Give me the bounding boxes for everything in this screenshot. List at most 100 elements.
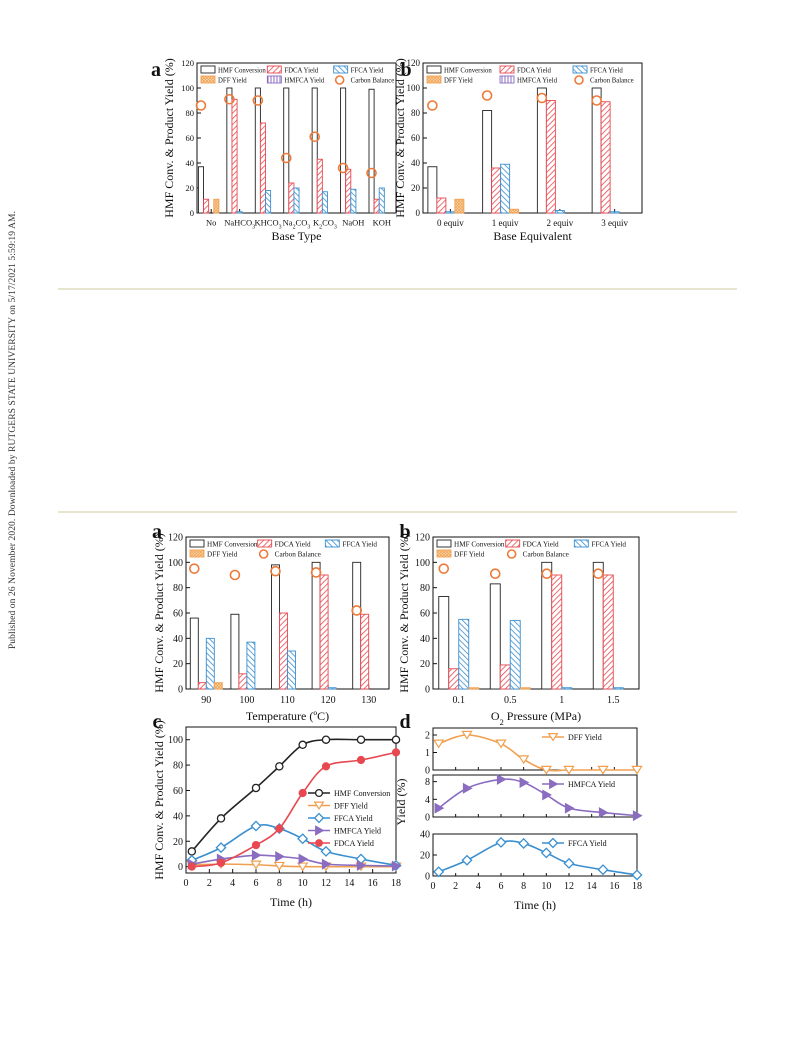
bar-hmf-conversion-koh (368, 88, 375, 214)
y-tick-label: 60 (173, 609, 183, 620)
point-dff-yield-5 (563, 765, 575, 775)
y-tick-label: 40 (420, 634, 430, 645)
bar-ffca-yield-3-equiv (609, 211, 620, 214)
y-axis-label: HMF Conv. & Product Yield (%) (162, 58, 176, 217)
x-axis-label: Time (h) (514, 898, 556, 912)
y-tick-label: 80 (173, 761, 183, 772)
chart-bot-b: 0 20 40 60 80 100 120 b 0.1 0.5 1 1.5 HMF Conversion… (397, 521, 640, 727)
y-tick-label: 60 (420, 609, 430, 620)
point-hmfca-yield-7 (632, 810, 643, 822)
y-tick-label: 40 (186, 158, 195, 168)
point-fdca-yield-1 (216, 858, 226, 867)
carbon-balance-point-k2co3 (309, 131, 320, 143)
carbon-balance-point-1 (541, 568, 553, 580)
point-ffca-yield-2 (250, 820, 262, 832)
x-axis-label: Time (h) (270, 895, 312, 909)
legend-fdca-yield-swatch (499, 65, 515, 74)
carbon-balance-point-90 (189, 563, 200, 574)
y-tick-label: 60 (173, 786, 183, 797)
legend-hmf-conversion-swatch (426, 65, 442, 74)
y-axis-label: Yield (%) (394, 779, 408, 826)
bar-ffca-yield-110 (287, 650, 296, 690)
y-tick-label: 120 (415, 533, 430, 544)
y-tick-label: 80 (173, 583, 183, 594)
legend-fdca-yield-label: FDCA Yield (284, 68, 319, 75)
legend-fdca-yield-label: FDCA Yield (523, 541, 559, 549)
x-axis-label: Base Equivalent (493, 229, 572, 243)
legend-dff-yield-swatch (436, 549, 452, 558)
point-hmfca-yield-0 (434, 802, 445, 814)
legend-fdca-yield-swatch (266, 65, 282, 74)
bar-ffca-yield-koh (378, 187, 385, 214)
bar-ffca-yield-90 (205, 637, 215, 690)
legend-carbon-balance-label: Carbon Balance (351, 78, 395, 85)
panel-label-top-a: a (151, 59, 161, 81)
point-hmfca-yield-3 (275, 851, 285, 862)
x-tick-label: 4 (230, 878, 235, 889)
point-dff-yield-3 (517, 755, 530, 765)
legend-ffca-yield-label: FFCA Yield (591, 541, 626, 549)
x-axis-label: O2 Pressure (MPa) (491, 709, 581, 727)
bottom-divider (58, 511, 737, 513)
legend-fdca-yield-label: FDCA Yield (334, 839, 374, 848)
legend-fdca-yield-label: FDCA Yield (275, 541, 311, 549)
y-tick-label: 40 (420, 830, 430, 841)
bar-fdca-yield-1-5 (602, 574, 614, 690)
x-tick-label: 0 (184, 878, 189, 889)
legend-fdca-yield-label: FDCA Yield (517, 68, 552, 75)
legend-dff-yield-marker (547, 732, 559, 742)
carbon-balance-point-110 (270, 565, 281, 577)
y-tick-label: 0 (178, 862, 183, 873)
legend-hmfca-yield-swatch (499, 75, 515, 84)
x-tick-label-0-5: 0.5 (504, 695, 517, 706)
carbon-balance-point-khco3 (252, 95, 264, 106)
y-tick-label: 100 (415, 558, 430, 569)
y-tick-label: 80 (411, 108, 421, 118)
legend-hmfca-yield-label: HMFCA Yield (284, 78, 325, 85)
legend-dff-yield-label: DFF Yield (334, 802, 368, 811)
x-tick-label-0-equiv: 0 equiv (437, 218, 464, 228)
bar-fdca-yield-na2co3 (288, 182, 295, 214)
x-tick-label: 2 (207, 878, 212, 889)
y-tick-label: 0 (425, 766, 430, 777)
point-ffca-yield-7 (631, 869, 643, 881)
carbon-balance-point-1-equiv (481, 90, 493, 101)
x-tick-label: 8 (277, 878, 282, 889)
legend-hmfca-yield-swatch (266, 75, 282, 84)
x-tick-label: 12 (321, 878, 331, 889)
y-tick-label: 120 (168, 533, 183, 544)
y-tick-label: 20 (420, 851, 430, 862)
bar-fdca-yield-2-equiv (545, 100, 556, 214)
bar-hmf-conversion-120 (311, 561, 321, 690)
x-tick-label: 4 (476, 881, 481, 892)
point-ffca-yield-3 (518, 837, 530, 849)
bar-hmf-conversion-2-equiv (536, 87, 547, 214)
bar-fdca-yield-90 (197, 682, 207, 690)
y-tick-label: 20 (173, 659, 183, 670)
plot-frame (185, 726, 397, 874)
panel-label-top-b: b (400, 59, 411, 81)
point-hmfca-yield-1 (462, 782, 473, 794)
x-tick-label: 2 (453, 881, 458, 892)
x-tick-label: 10 (541, 881, 551, 892)
legend-hmfca-yield-marker (315, 825, 325, 836)
legend-hmf-conversion-label: HMF Conversion (207, 541, 258, 549)
bar-fdca-yield-0-1 (448, 668, 460, 690)
bar-ffca-yield-0-1 (458, 618, 470, 690)
x-tick-label-120: 120 (321, 695, 336, 706)
x-tick-label-2-equiv: 2 equiv (547, 218, 574, 228)
x-tick-label: 8 (521, 881, 526, 892)
legend-hmf-conversion-swatch (189, 539, 205, 548)
y-tick-label: 0 (425, 685, 430, 696)
panel-label-bot-a: a (152, 521, 162, 543)
x-tick-label-0-1: 0.1 (453, 695, 466, 706)
subplot-ffca-yield: 0 20 40 FFCA Yield (420, 830, 643, 883)
y-tick-label: 100 (407, 83, 421, 93)
point-ffca-yield-2 (495, 836, 507, 848)
carbon-balance-point-no (195, 100, 207, 111)
point-hmfca-yield-4 (542, 789, 552, 801)
point-hmf-conversion-2 (251, 783, 261, 793)
bar-ffca-yield-0-5 (509, 620, 521, 690)
carbon-balance-point-100 (229, 569, 241, 581)
